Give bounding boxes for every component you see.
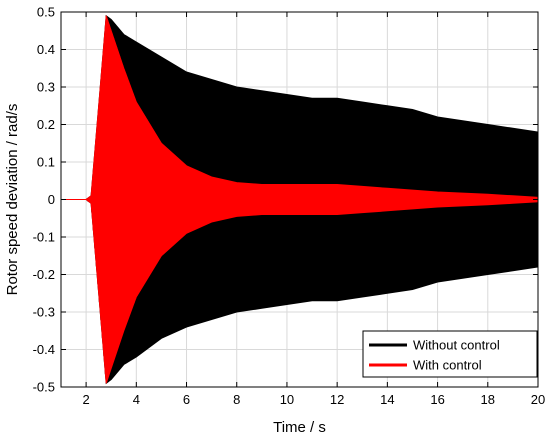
y-tick-label: -0.5	[33, 380, 55, 395]
y-tick-label: 0.3	[37, 80, 55, 95]
x-tick-label: 10	[280, 392, 294, 407]
y-axis-label: Rotor speed deviation / rad/s	[4, 104, 21, 296]
legend: Without control With control	[362, 330, 538, 378]
x-tick-label: 14	[380, 392, 394, 407]
y-tick-label: 0.2	[37, 117, 55, 132]
y-tick-label: 0.1	[37, 155, 55, 170]
legend-box	[362, 330, 538, 378]
x-tick-label: 12	[330, 392, 344, 407]
x-tick-label: 4	[133, 392, 140, 407]
y-tick-label: -0.3	[33, 305, 55, 320]
legend-label-with-control: With control	[413, 358, 482, 373]
y-tick-label: -0.1	[33, 230, 55, 245]
y-tick-label: 0.4	[37, 42, 55, 57]
y-tick-label: -0.2	[33, 267, 55, 282]
series-line-1	[61, 15, 539, 382]
y-tick-label: -0.4	[33, 342, 55, 357]
x-tick-label: 8	[233, 392, 240, 407]
x-axis-label: Time / s	[273, 419, 326, 436]
y-tick-label: 0	[48, 192, 55, 207]
x-tick-label: 2	[82, 392, 89, 407]
ticks: 2 4 6 8 10 12 14 16 18 20 -0.5 -0.4 -0.3 -0.2 -0.1 0 0.1…	[33, 5, 546, 408]
legend-label-without-control: Without control	[413, 338, 500, 353]
series-layer	[61, 14, 539, 385]
y-tick-label: 0.5	[37, 5, 55, 20]
x-tick-label: 18	[481, 392, 495, 407]
x-tick-label: 16	[430, 392, 444, 407]
x-tick-label: 6	[183, 392, 190, 407]
x-tick-label: 20	[531, 392, 545, 407]
